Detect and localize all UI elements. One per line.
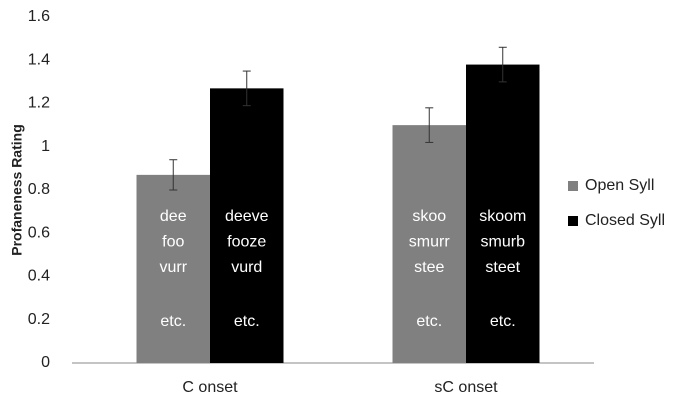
bar-annotation: smurr [409,234,451,251]
y-tick-label: 1.2 [28,95,50,112]
bar-annotation: skoo [412,208,446,225]
bar-annotation: skoom [479,208,526,225]
bar-annotation: foo [162,234,184,251]
bar-annotation: stee [414,259,444,276]
legend-swatch [568,216,578,226]
bar-annotation: vurr [159,259,187,276]
y-tick-label: 1.6 [28,8,50,25]
y-tick-label: 0.4 [28,268,50,285]
y-tick-label: 0.8 [28,181,50,198]
bar-annotation: etc. [234,313,260,330]
bar [210,88,284,364]
y-tick-label: 0 [41,354,50,371]
bar-annotation: dee [160,208,187,225]
bar-annotation: smurb [481,234,526,251]
y-tick-label: 0.6 [28,224,50,241]
bar-annotation: etc. [490,313,516,330]
bar [392,125,466,363]
legend-label: Open Syll [585,177,654,194]
bar [136,174,210,363]
bar-annotation: steet [485,259,520,276]
bar-annotation: etc. [160,313,186,330]
y-tick-label: 0.2 [28,311,50,328]
bar-annotation: vurd [231,259,262,276]
y-axis-label: Profaneness Rating [9,124,25,255]
y-tick-label: 1 [41,138,50,155]
bar [466,64,540,363]
bar-annotation: fooze [227,234,266,251]
legend-label: Closed Syll [585,212,665,229]
bar-annotation: deeve [225,208,269,225]
x-tick-label: C onset [182,379,238,396]
bar-annotation: etc. [416,313,442,330]
legend-swatch [568,181,578,191]
x-tick-label: sC onset [434,379,498,396]
y-tick-label: 1.4 [28,51,50,68]
